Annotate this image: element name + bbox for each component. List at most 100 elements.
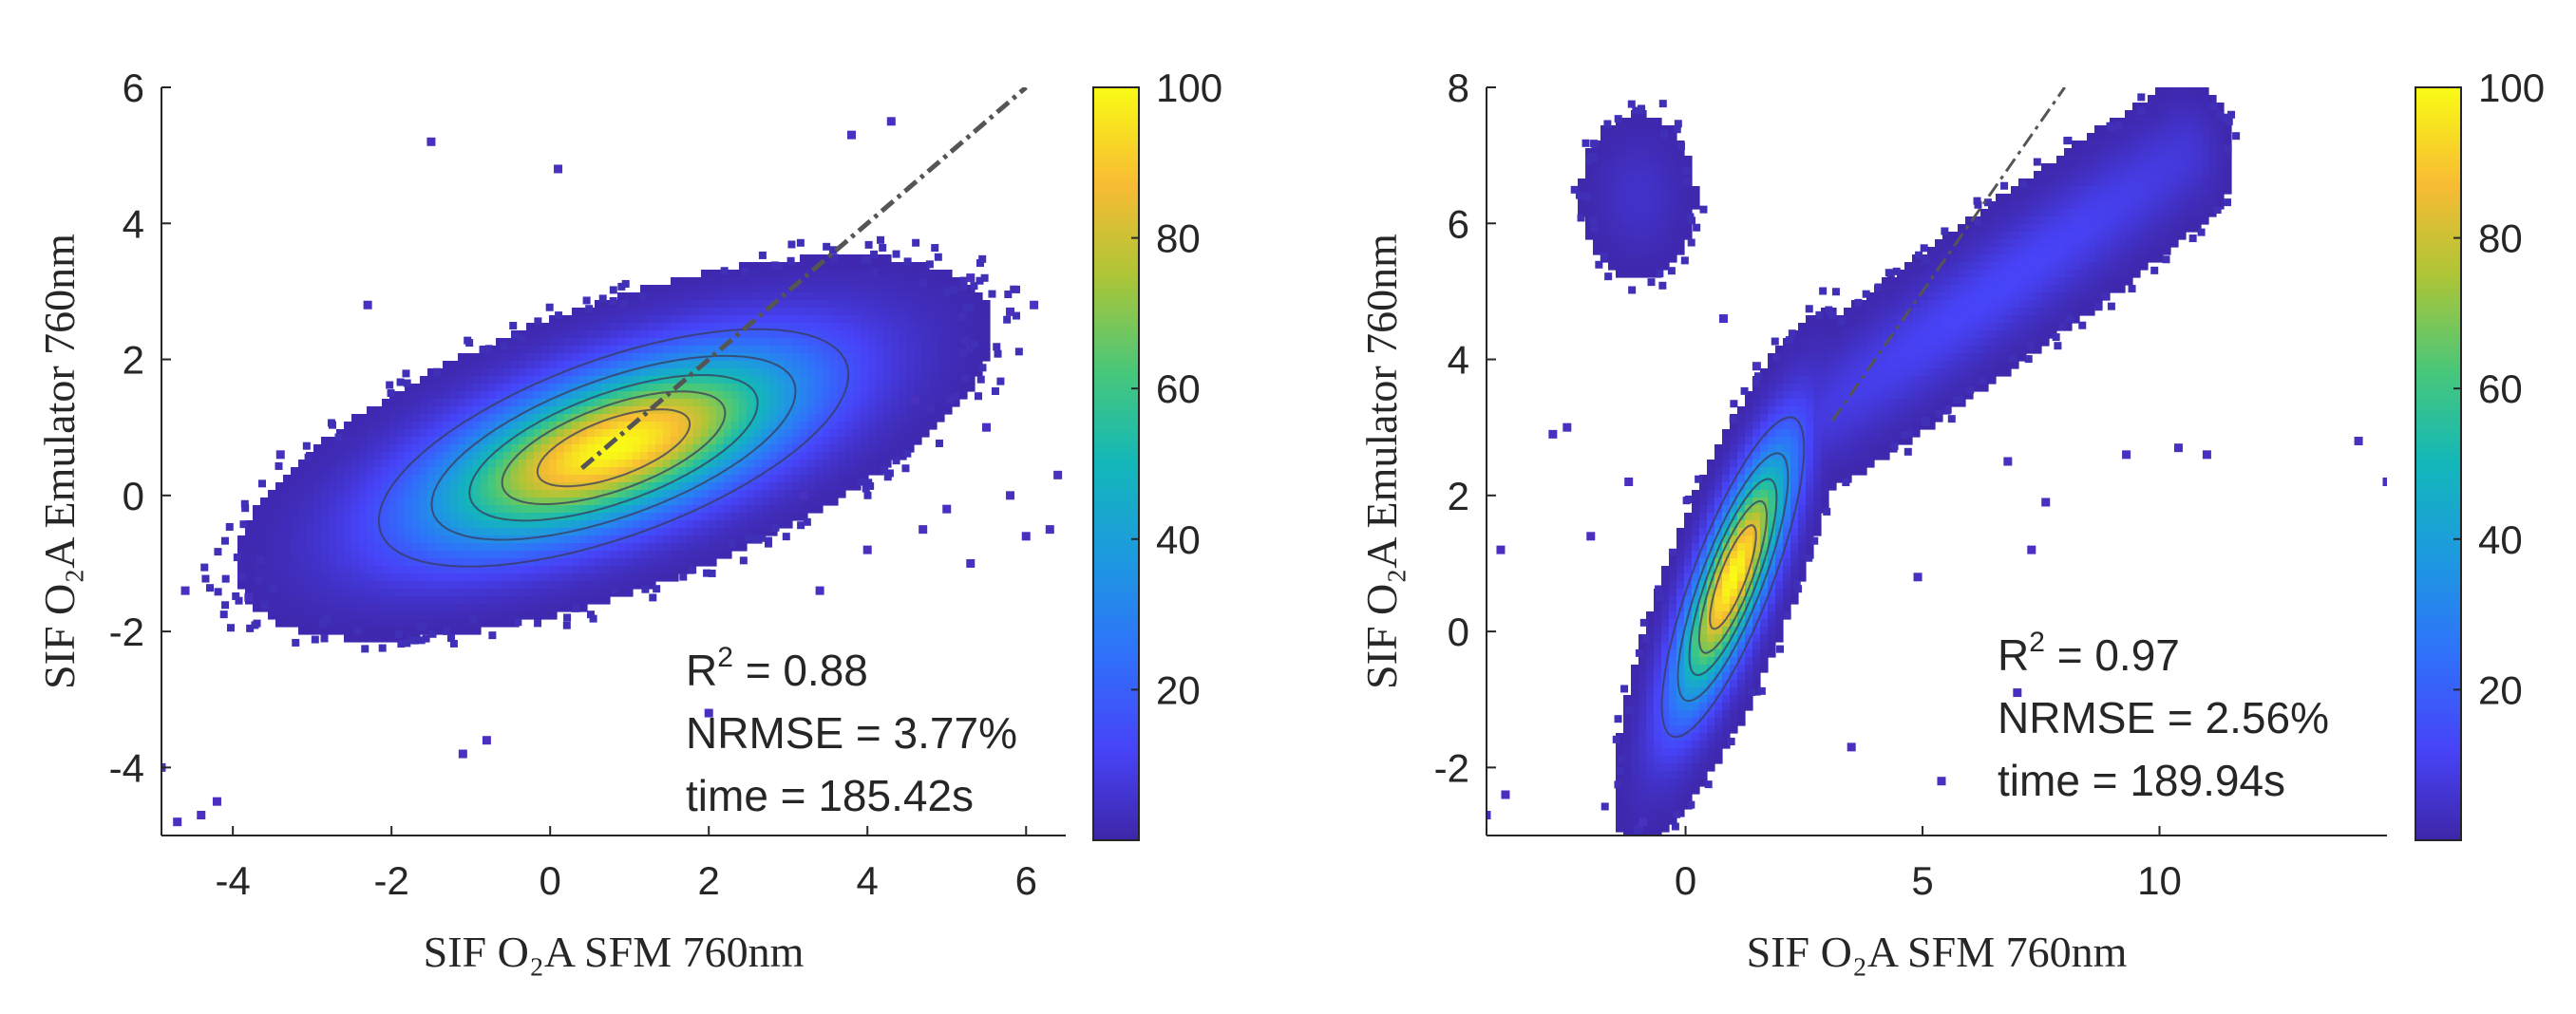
density-cell [1661,178,1670,187]
density-cell [724,429,732,438]
fringe-point [484,345,493,353]
density-cell [1737,444,1746,453]
density-cell [716,505,725,514]
density-cell [549,482,558,491]
density-cell [557,467,565,476]
density-cell [610,513,618,521]
density-cell [1775,566,1784,574]
density-cell [572,452,580,460]
density-cell [496,498,504,506]
density-cell [1783,376,1791,385]
density-cell [807,460,816,468]
density-cell [1623,748,1632,757]
density-cell [754,308,763,316]
density-cell [982,315,991,324]
density-cell [1859,308,1867,316]
density-cell [1775,399,1784,407]
density-cell [427,482,436,491]
outlier-point [942,504,952,514]
density-cell [1654,619,1662,628]
density-cell [701,414,710,422]
density-cell [313,444,322,453]
density-cell [1775,611,1784,620]
density-cell [754,528,763,536]
density-cell [526,581,535,590]
density-cell [321,581,330,590]
density-cell [1692,786,1700,795]
density-cell [1897,270,1905,278]
density-cell [367,604,375,612]
density-cell [405,596,413,605]
density-cell [777,422,786,430]
density-cell [1638,194,1647,202]
density-cell [1760,543,1769,552]
density-cell [1676,573,1685,582]
density-cell [579,323,588,331]
density-cell [351,589,360,597]
density-cell [336,535,345,544]
density-cell [1882,368,1890,377]
density-cell [435,452,444,460]
density-cell [868,406,877,415]
density-cell [1676,627,1685,635]
density-cell [1714,687,1723,696]
density-cell [602,543,611,552]
fringe-point [201,574,210,583]
density-cell [450,414,459,422]
density-cell [1927,353,1936,362]
density-cell [769,513,778,521]
density-cell [359,558,368,567]
density-cell [306,573,314,582]
density-cell [845,300,854,309]
density-cell [1821,338,1829,347]
density-cell [1851,406,1860,415]
density-cell [1836,330,1845,339]
density-cell [800,513,808,521]
density-cell [458,391,466,400]
density-cell [1578,178,1586,187]
density-cell [807,254,816,263]
density-cell [792,391,801,400]
density-cell [1608,254,1617,263]
density-cell [1654,118,1662,126]
density-cell [329,543,337,552]
fringe-point [251,621,259,629]
fringe-point [892,250,900,258]
density-cell [1874,452,1883,460]
density-cell [253,513,261,521]
density-cell [435,376,444,385]
density-cell [830,300,839,309]
density-cell [1699,779,1708,787]
outlier-point [554,164,563,174]
density-cell [443,528,451,536]
density-cell [686,429,694,438]
density-cell [1661,756,1670,764]
density-cell [693,475,702,483]
density-cell [260,498,269,506]
fringe-point [609,297,617,306]
density-cell [313,498,322,506]
density-cell [754,285,763,293]
density-cell [655,452,664,460]
density-cell [739,505,748,514]
density-cell [245,535,254,544]
density-cell [891,338,900,347]
density-cell [1631,201,1639,210]
density-cell [1904,346,1913,354]
density-cell [534,330,542,339]
density-cell [610,566,618,574]
density-cell [686,376,694,385]
density-cell [298,558,307,567]
density-cell [754,414,763,422]
density-cell [351,573,360,582]
density-cell [648,422,656,430]
density-cell [1920,406,1928,415]
density-cell [541,611,550,620]
density-cell [633,391,641,400]
density-cell [253,528,261,536]
density-cell [1585,171,1594,179]
density-cell [1912,384,1921,392]
density-cell [883,368,892,377]
density-cell [374,422,383,430]
density-cell [1684,748,1693,757]
